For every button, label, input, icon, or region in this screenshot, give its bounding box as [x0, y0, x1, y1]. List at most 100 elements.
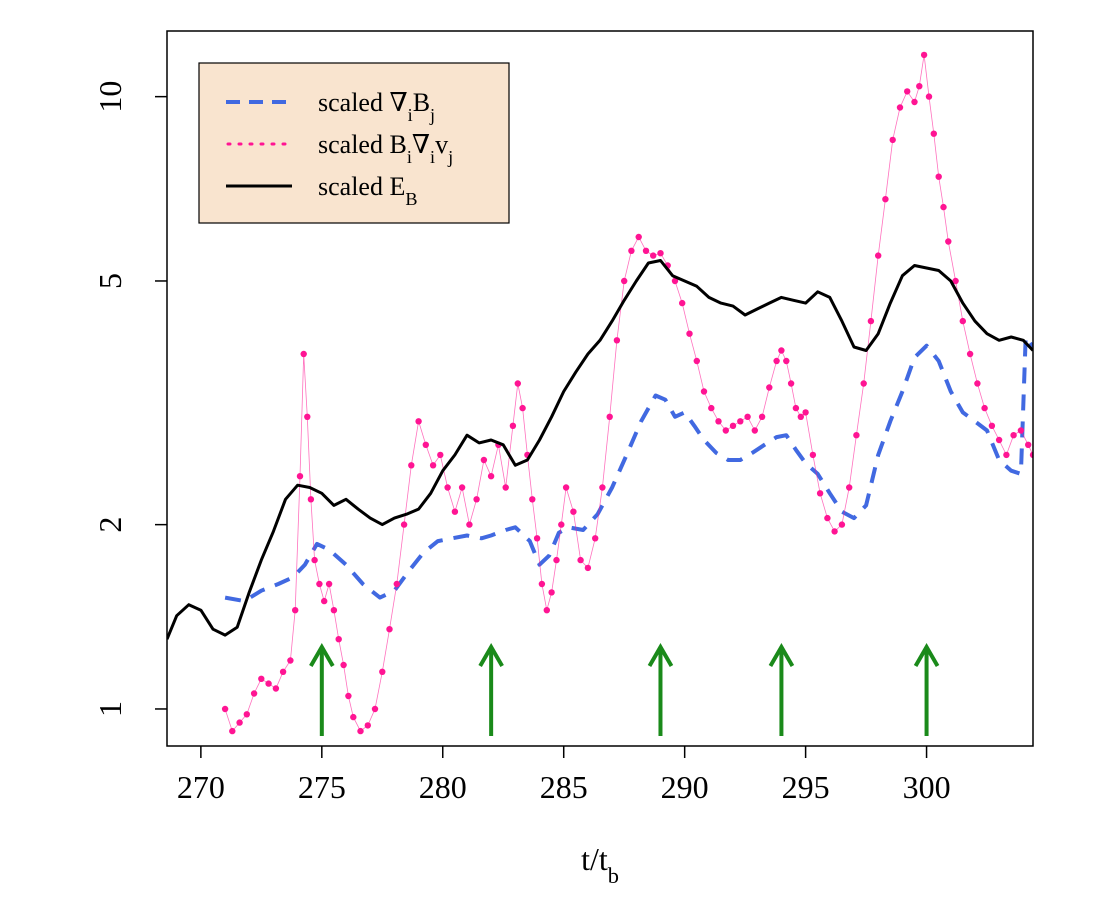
data-point: [325, 580, 333, 588]
data-point: [751, 427, 758, 434]
data-point: [773, 357, 780, 365]
x-tick-label: 285: [540, 769, 588, 805]
data-point: [265, 680, 272, 687]
data-point: [250, 690, 258, 697]
data-point: [802, 409, 809, 416]
data-point: [400, 521, 408, 528]
data-point: [945, 238, 952, 245]
data-point: [935, 173, 942, 180]
legend-label: scaled EB: [318, 172, 417, 209]
data-point: [229, 727, 236, 735]
data-point: [236, 719, 243, 726]
data-point: [889, 136, 896, 144]
data-point: [715, 418, 722, 425]
y-tick-label: 10: [92, 81, 128, 113]
event-arrow-head: [309, 643, 335, 668]
data-point: [831, 528, 838, 535]
data-point: [316, 580, 323, 588]
data-point: [930, 130, 937, 137]
data-point: [279, 668, 287, 675]
data-point: [307, 496, 315, 503]
x-tick-label: 295: [782, 769, 830, 805]
data-point: [787, 380, 795, 387]
event-arrow-head: [913, 643, 940, 668]
data-point: [350, 713, 357, 721]
data-point: [650, 252, 657, 259]
data-point: [642, 247, 650, 254]
data-point: [981, 404, 988, 412]
data-point: [838, 521, 846, 528]
data-point: [514, 380, 521, 387]
data-point: [896, 104, 904, 111]
data-point: [1025, 441, 1032, 448]
data-point: [543, 607, 550, 614]
data-point: [562, 484, 570, 491]
data-point: [529, 496, 536, 503]
data-point: [1029, 451, 1033, 459]
event-arrow-head: [478, 643, 504, 668]
legend: scaled ∇iBj scaled Bi∇ivj scaled EB: [198, 62, 510, 224]
data-point: [621, 277, 628, 285]
series-line-grad-b: [224, 335, 1033, 604]
x-axis: 270 275 280 285 290 295 300: [177, 746, 951, 805]
data-point: [466, 521, 473, 528]
plot-frame: [166, 30, 1034, 747]
data-point: [584, 564, 592, 572]
data-point: [386, 626, 393, 633]
data-point: [429, 462, 437, 469]
x-tick-label: 280: [419, 769, 467, 805]
data-point: [340, 661, 347, 669]
data-point: [657, 250, 664, 257]
data-point: [519, 404, 526, 412]
data-point: [296, 473, 304, 480]
y-tick-label: 5: [92, 273, 128, 289]
data-point: [904, 88, 911, 95]
data-point: [311, 556, 318, 564]
data-point: [693, 357, 700, 365]
data-point: [437, 451, 444, 459]
y-tick-label: 2: [92, 517, 128, 533]
data-point: [628, 247, 635, 254]
data-point: [480, 456, 488, 464]
x-tick-label: 275: [298, 769, 346, 805]
event-arrow-head: [647, 643, 674, 668]
data-point: [940, 203, 947, 211]
data-point: [916, 83, 923, 90]
data-point: [292, 607, 299, 614]
data-point: [287, 657, 294, 664]
data-point: [330, 607, 338, 614]
data-point: [221, 705, 229, 713]
data-point: [357, 727, 364, 735]
x-tick-label: 300: [903, 769, 951, 805]
data-point: [444, 484, 451, 491]
data-point: [700, 388, 708, 395]
data-point: [722, 427, 729, 434]
y-axis: 1 2 5 10: [92, 81, 167, 717]
series-layer: [167, 51, 1033, 735]
data-point: [393, 580, 400, 588]
x-axis-title: t/tb: [581, 841, 619, 888]
data-point: [258, 675, 265, 682]
x-tick-label: 290: [661, 769, 709, 805]
data-point: [737, 418, 744, 425]
data-point: [422, 441, 429, 448]
data-point: [1003, 451, 1010, 459]
data-point: [592, 535, 599, 542]
data-point: [766, 384, 773, 391]
data-point: [473, 496, 480, 503]
event-arrow-head: [768, 643, 795, 668]
data-point: [966, 350, 974, 358]
legend-label: scaled Bi∇ivj: [318, 130, 453, 167]
data-point: [379, 668, 386, 675]
data-point: [671, 277, 679, 285]
data-point: [300, 350, 307, 358]
data-point: [679, 299, 686, 307]
data-point: [570, 508, 577, 515]
data-point: [345, 692, 352, 700]
data-point: [797, 413, 804, 420]
data-point: [364, 722, 371, 729]
data-point: [502, 484, 509, 491]
data-point: [599, 484, 606, 491]
data-point: [408, 462, 415, 469]
